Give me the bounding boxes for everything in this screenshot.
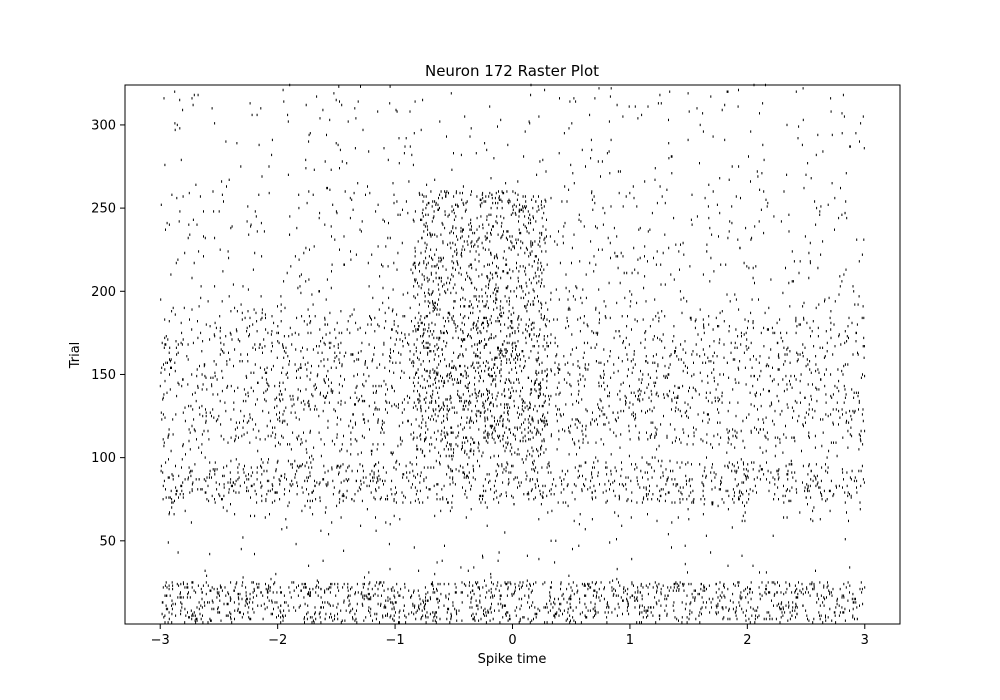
x-tick-label: −1 xyxy=(385,633,404,648)
y-axis: 50 100 150 200 250 300 xyxy=(91,118,125,549)
y-axis-label: Trial xyxy=(68,342,83,370)
y-tick-label: 100 xyxy=(91,451,116,466)
spike-markers xyxy=(159,83,866,624)
x-tick-label: 2 xyxy=(743,633,751,648)
x-tick-label: 1 xyxy=(626,633,634,648)
x-tick-label: 3 xyxy=(861,633,869,648)
y-tick-label: 200 xyxy=(91,285,116,300)
y-tick-label: 300 xyxy=(91,118,116,133)
y-tick-label: 250 xyxy=(91,202,116,217)
x-tick-label: −3 xyxy=(151,633,170,648)
x-axis: −3 −2 −1 0 1 2 3 xyxy=(151,624,869,648)
x-tick-label: −2 xyxy=(268,633,287,648)
x-tick-label: 0 xyxy=(508,633,516,648)
x-axis-label: Spike time xyxy=(478,652,547,667)
spike-ticks xyxy=(159,83,866,624)
y-tick-label: 150 xyxy=(91,368,116,383)
y-tick-label: 50 xyxy=(99,534,116,549)
chart-title: Neuron 172 Raster Plot xyxy=(425,62,599,80)
